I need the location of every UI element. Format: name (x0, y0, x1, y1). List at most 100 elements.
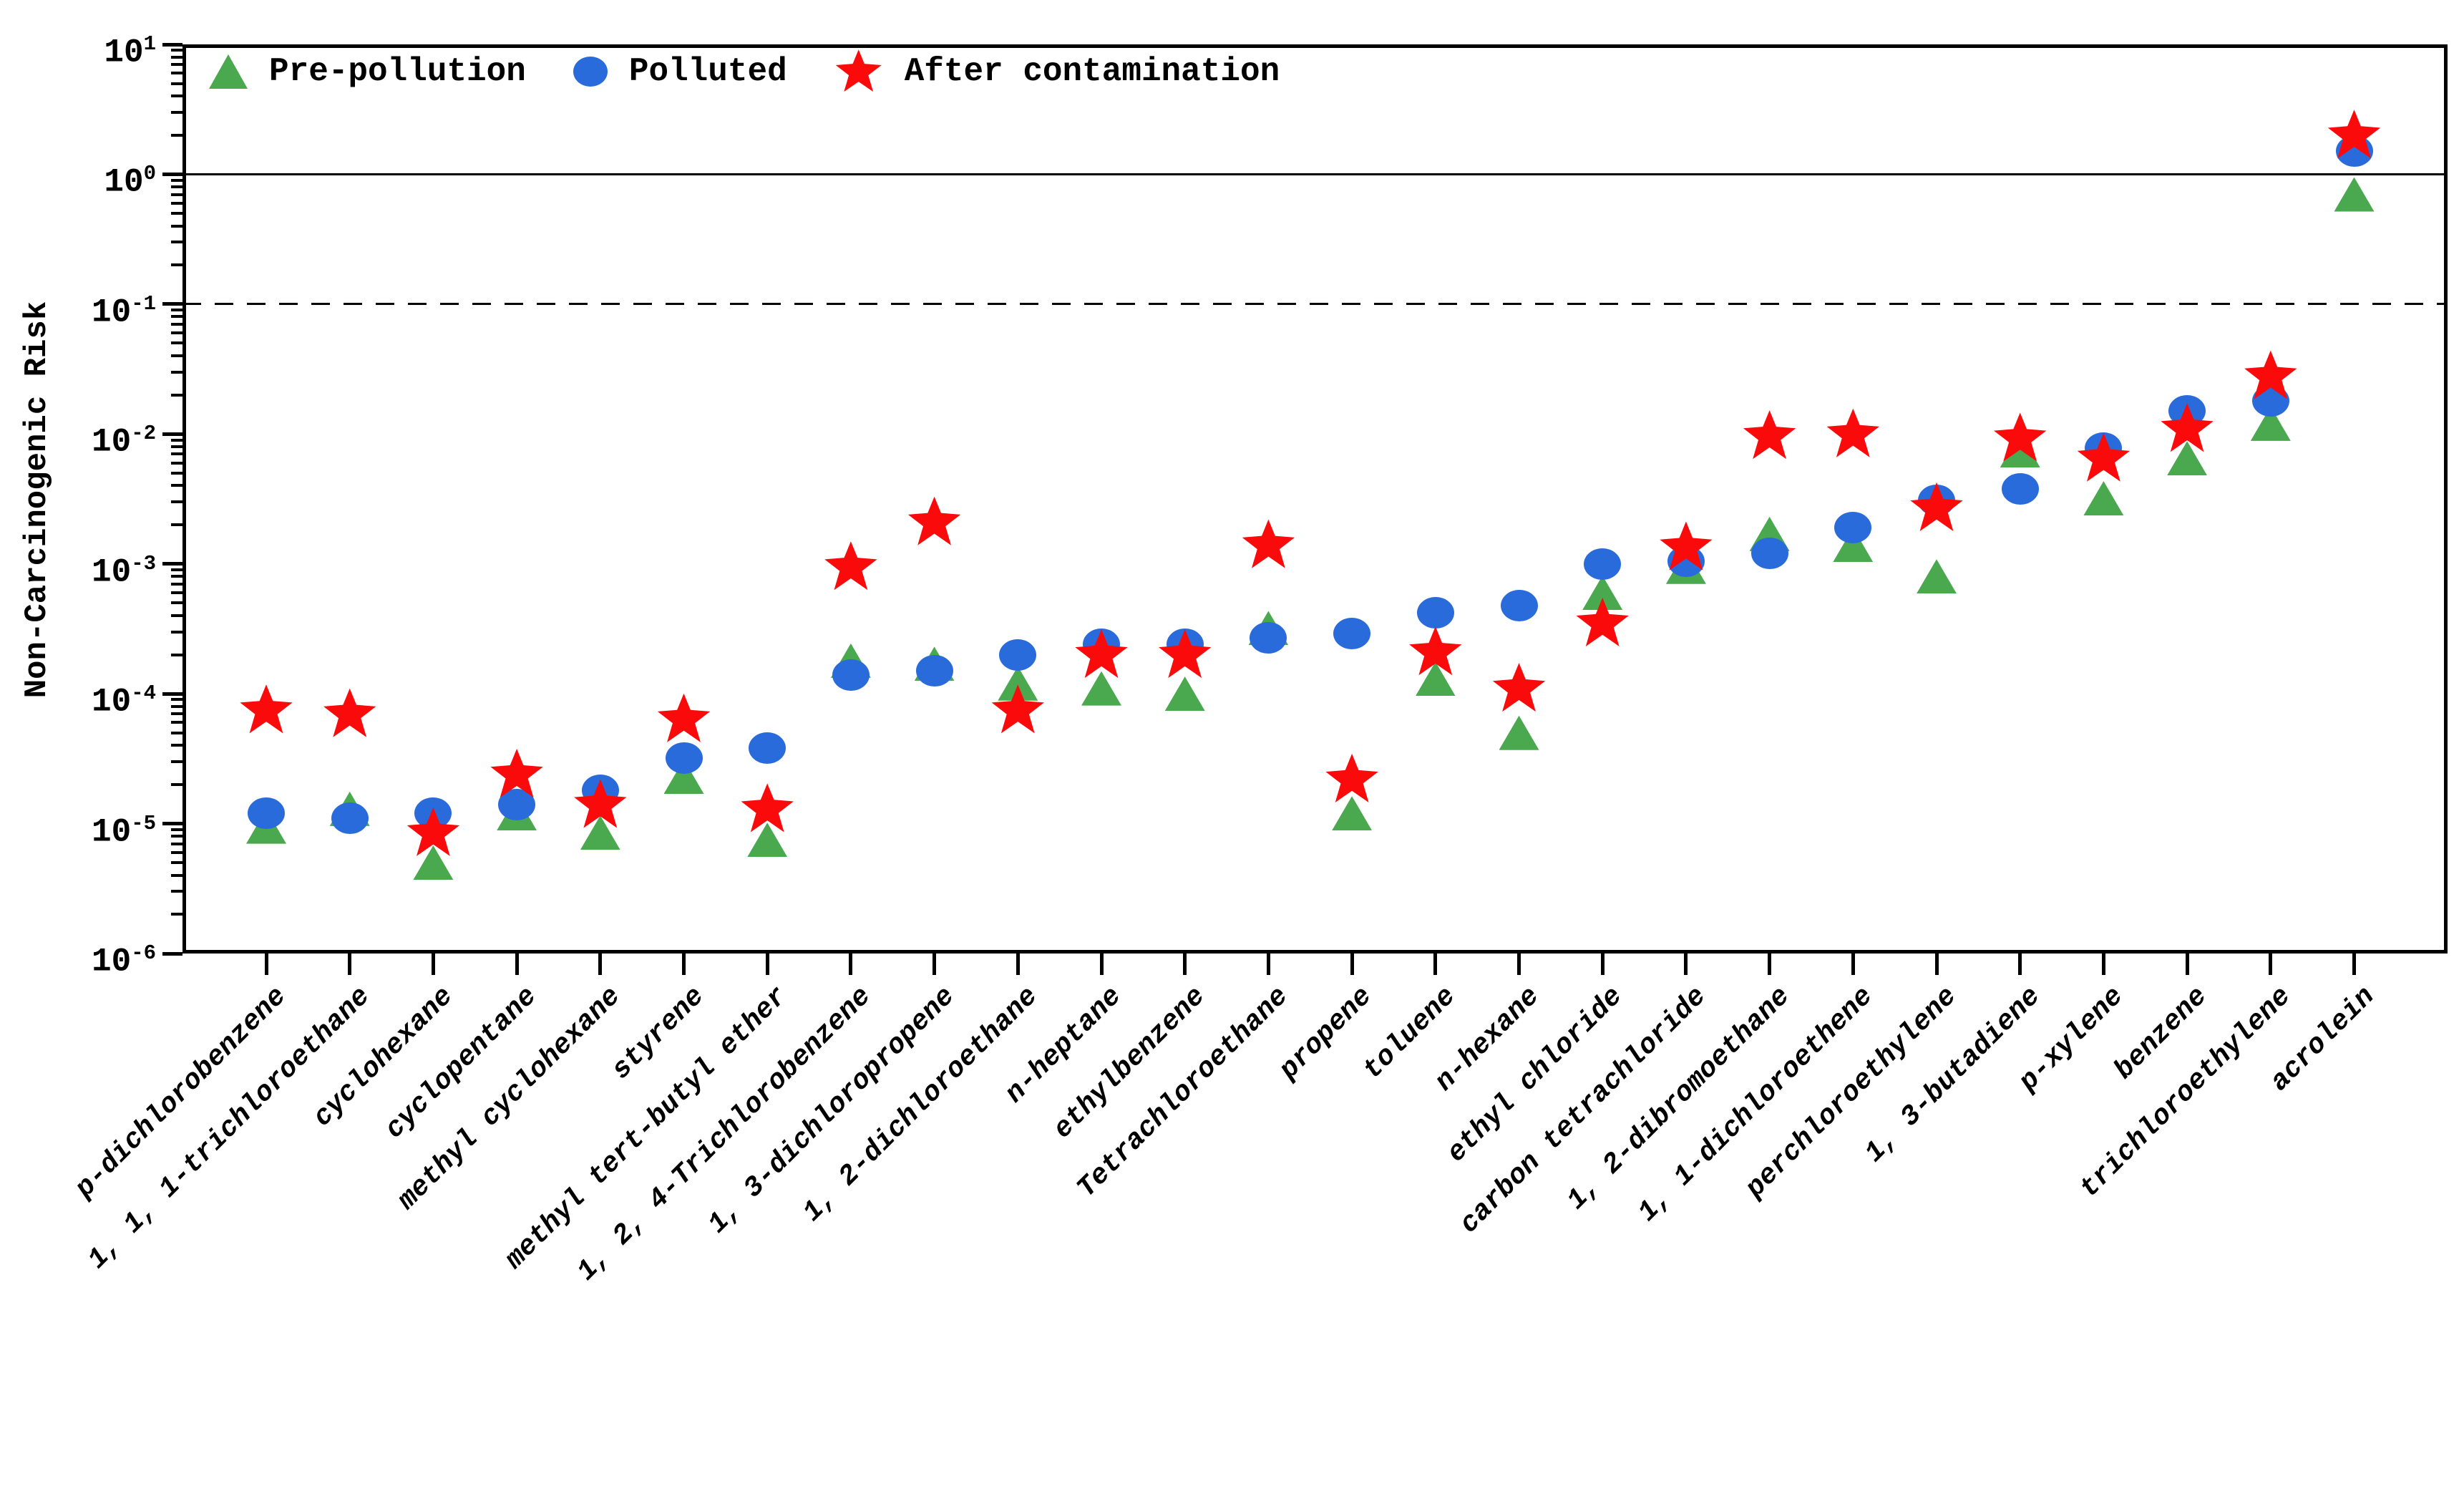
x-axis-tick (1851, 954, 1855, 975)
circle-data-point (1250, 621, 1287, 654)
legend-label: Polluted (628, 53, 787, 90)
circle-data-point (1500, 589, 1538, 621)
y-axis-major-tick (162, 951, 182, 956)
circle-data-point (1834, 512, 1872, 544)
x-axis-tick (1600, 954, 1604, 975)
y-axis-major-tick (162, 562, 182, 566)
y-axis-minor-tick (171, 744, 182, 747)
x-axis-tick (1517, 954, 1521, 975)
y-axis-minor-tick (171, 484, 182, 487)
y-axis-minor-tick (171, 828, 182, 831)
triangle-marker-icon (209, 54, 248, 89)
legend-item-polluted: Polluted (573, 53, 787, 90)
y-axis-minor-tick (171, 212, 182, 215)
y-axis-minor-tick (171, 712, 182, 716)
y-axis-minor-tick (171, 94, 182, 98)
x-axis-tick (431, 954, 435, 975)
x-axis-tick (515, 954, 519, 975)
y-axis-minor-tick (171, 568, 182, 572)
y-axis-minor-tick (171, 861, 182, 865)
y-axis-minor-tick (171, 653, 182, 656)
y-axis-minor-tick (171, 721, 182, 724)
y-axis-minor-tick (171, 110, 182, 114)
y-axis-tick-label: 10-1 (91, 291, 156, 331)
y-axis-minor-tick (171, 445, 182, 448)
legend-item-pre-pollution: Pre-pollution (209, 53, 526, 90)
circle-data-point (1416, 597, 1454, 629)
x-axis-tick (598, 954, 603, 975)
y-axis-minor-tick (171, 341, 182, 345)
y-axis-minor-tick (171, 315, 182, 319)
x-axis-tick (2101, 954, 2105, 975)
x-axis-tick (1433, 954, 1438, 975)
y-axis-minor-tick (171, 850, 182, 854)
circle-data-point (999, 639, 1037, 671)
y-axis-minor-tick (171, 704, 182, 708)
y-axis-minor-tick (171, 500, 182, 504)
y-axis-minor-tick (171, 731, 182, 734)
circle-data-point (1584, 548, 1622, 580)
y-axis-tick-label: 10-5 (91, 811, 156, 850)
legend-label: Pre-pollution (269, 53, 526, 90)
circle-data-point (665, 742, 703, 774)
risk-scatter-chart: Non-Carcinogenic Risk Pre-pollution Poll… (19, 32, 2448, 1288)
y-axis-minor-tick (171, 178, 182, 182)
x-axis-tick (849, 954, 853, 975)
y-axis-title: Non-Carcinogenic Risk (19, 301, 55, 699)
y-axis-minor-tick (171, 224, 182, 228)
y-axis-minor-tick (171, 452, 182, 456)
y-axis-minor-tick (171, 72, 182, 75)
x-axis-tick (1350, 954, 1354, 975)
circle-data-point (2001, 472, 2039, 505)
y-axis-minor-tick (171, 461, 182, 465)
y-axis-minor-tick (171, 582, 182, 586)
x-axis-tick (1684, 954, 1688, 975)
y-axis-minor-tick (171, 193, 182, 196)
y-axis-minor-tick (171, 842, 182, 845)
x-axis-tick (1266, 954, 1270, 975)
y-axis-tick-label: 101 (104, 32, 156, 72)
y-axis-minor-tick (171, 55, 182, 59)
y-axis-major-tick (162, 822, 182, 826)
y-axis-major-tick (162, 172, 182, 176)
star-marker-icon (835, 49, 882, 92)
legend: Pre-pollution Polluted After contaminati… (209, 49, 1280, 94)
y-axis-minor-tick (171, 263, 182, 267)
y-axis-tick-label: 10-6 (91, 941, 156, 981)
y-axis-minor-tick (171, 601, 182, 605)
circle-data-point (749, 732, 787, 765)
circle-data-point (248, 797, 285, 830)
circle-data-point (832, 659, 870, 691)
y-axis-tick-label: 100 (104, 162, 156, 201)
circle-data-point (1333, 618, 1371, 650)
circle-data-point (1750, 538, 1788, 570)
y-axis-minor-tick (171, 393, 182, 397)
y-axis-minor-tick (171, 835, 182, 838)
y-axis-minor-tick (171, 575, 182, 578)
x-axis-tick (2269, 954, 2273, 975)
y-axis-minor-tick (171, 370, 182, 374)
y-axis-minor-tick (171, 523, 182, 527)
y-axis-minor-tick (171, 698, 182, 702)
y-axis-minor-tick (171, 873, 182, 877)
x-axis-tick (1934, 954, 1939, 975)
legend-item-after-contamination: After contamination (834, 49, 1280, 94)
y-axis-minor-tick (171, 913, 182, 916)
x-axis-tick (2018, 954, 2022, 975)
y-axis-minor-tick (171, 591, 182, 594)
y-axis-minor-tick (171, 49, 182, 52)
y-axis-tick-label: 10-2 (91, 422, 156, 461)
x-axis-tick (1768, 954, 1772, 975)
y-axis-minor-tick (171, 630, 182, 634)
legend-label: After contamination (904, 53, 1280, 90)
y-axis-minor-tick (171, 354, 182, 358)
plot-area (182, 44, 2448, 954)
y-axis-minor-tick (171, 760, 182, 763)
y-axis-tick-label: 10-4 (91, 681, 156, 721)
y-axis-minor-tick (171, 613, 182, 617)
y-axis-minor-tick (171, 782, 182, 786)
y-axis-minor-tick (171, 322, 182, 326)
y-axis-minor-tick (171, 82, 182, 85)
circle-marker-icon (573, 57, 608, 87)
x-axis-tick (2352, 954, 2356, 975)
